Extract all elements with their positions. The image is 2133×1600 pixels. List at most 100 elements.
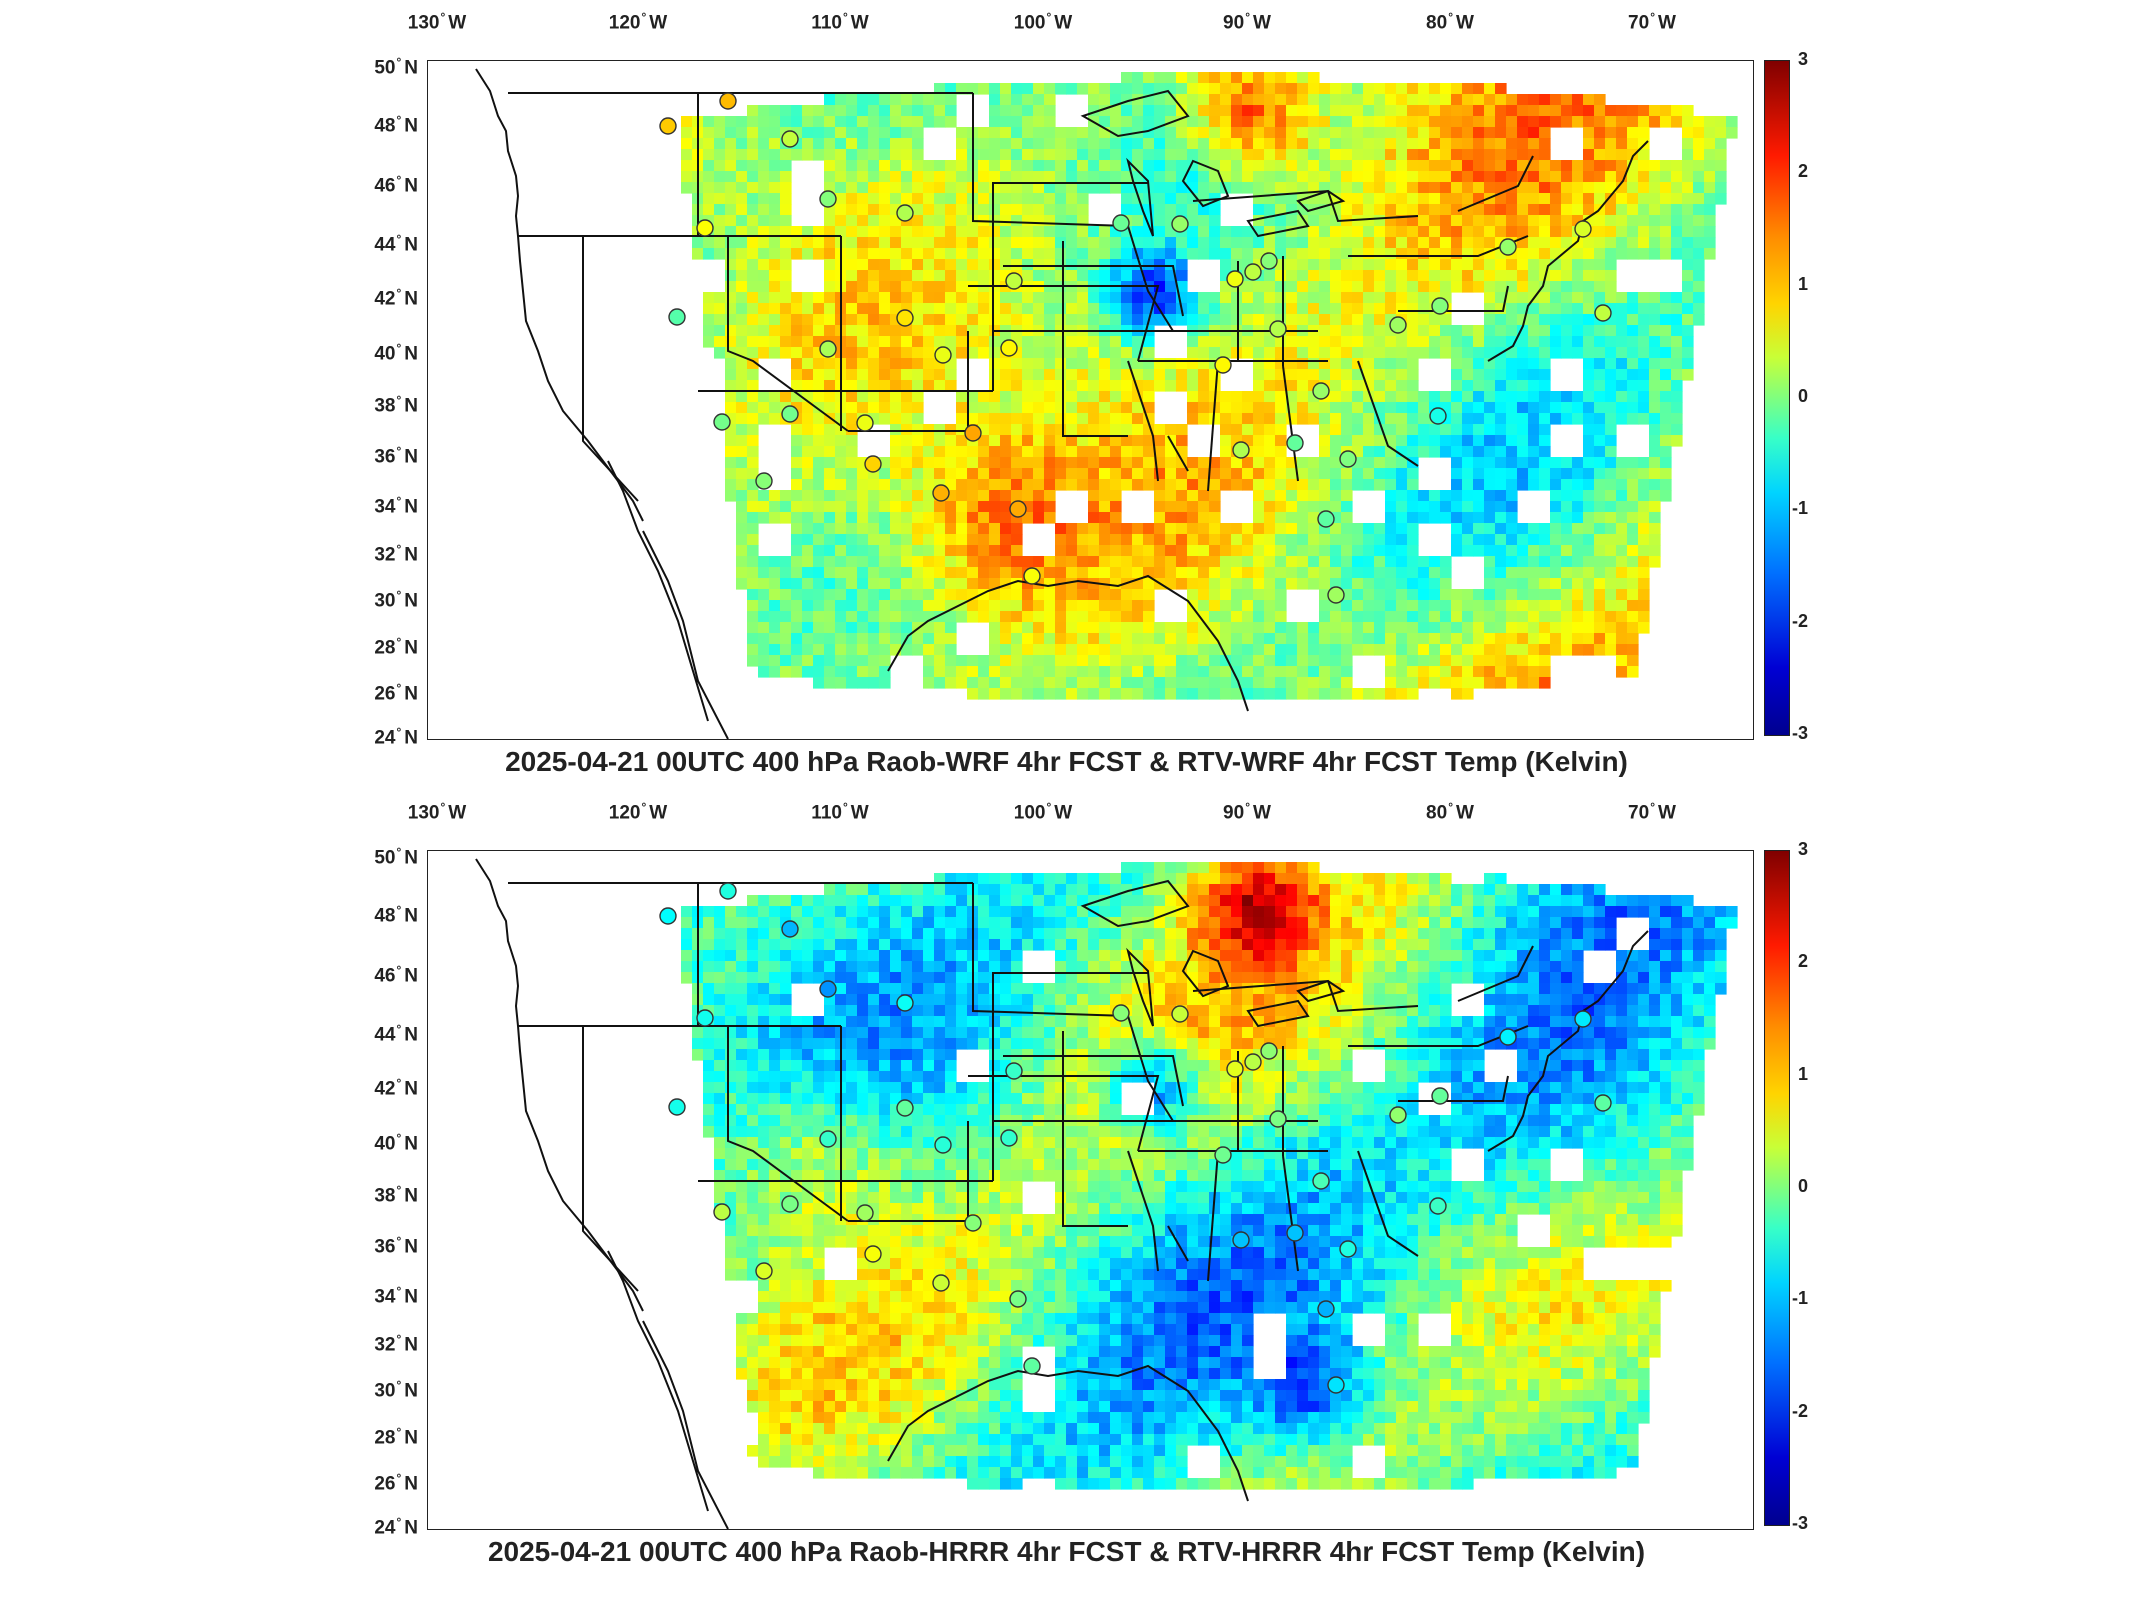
raob-station-marker — [781, 405, 799, 423]
baja-coastline — [607, 460, 729, 739]
raob-station-marker — [1317, 1300, 1335, 1318]
state-border-line — [968, 285, 1160, 362]
latitude-tick-label: 40° N — [374, 341, 418, 365]
raob-station-marker — [659, 907, 677, 925]
temperature-field — [681, 862, 1738, 1490]
raob-station-marker — [896, 994, 914, 1012]
map-title-hrrr: 2025-04-21 00UTC 400 hPa Raob-HRRR 4hr F… — [487, 1536, 1646, 1567]
longitude-tick-label: 120° W — [608, 800, 668, 824]
temperature-difference-map-hrrr — [475, 858, 1738, 1529]
state-border-line — [972, 883, 1129, 1017]
raob-station-marker — [1112, 1004, 1130, 1022]
raob-station-marker — [1244, 1053, 1262, 1071]
raob-station-marker — [781, 920, 799, 938]
raob-station-marker — [1214, 356, 1232, 374]
raob-station-marker — [1286, 1224, 1304, 1242]
colorbar-tick-label: 3 — [1798, 839, 1809, 859]
state-border-line — [1127, 360, 1159, 482]
raob-station-marker — [819, 340, 837, 358]
state-border-line — [1167, 1225, 1189, 1262]
latitude-tick-label: 40° N — [374, 1131, 418, 1155]
raob-station-marker — [932, 1274, 950, 1292]
raob-station-marker — [713, 1203, 731, 1221]
raob-station-marker — [934, 1136, 952, 1154]
longitude-tick-label: 110° W — [811, 10, 869, 34]
state-border-line — [1357, 1150, 1419, 1257]
raob-station-marker — [1339, 1240, 1357, 1258]
raob-station-marker — [1429, 1197, 1447, 1215]
map-panel-wrf: 130° W 120° W 110° W 100° W 90° W 80° W 70° W 50° N 48°… — [374, 10, 1809, 777]
east-coastline — [1487, 140, 1649, 362]
colorbar-wrf — [1764, 60, 1790, 736]
raob-station-marker — [1317, 510, 1335, 528]
latitude-tick-label: 50° N — [374, 845, 418, 869]
latitude-tick-label: 38° N — [374, 1183, 418, 1207]
raob-station-marker — [1005, 272, 1023, 290]
latitude-tick-label: 24° N — [374, 725, 418, 749]
colorbar-tick-label: -2 — [1792, 1400, 1809, 1421]
raob-station-marker — [1429, 407, 1447, 425]
state-border-line — [992, 182, 1148, 391]
raob-station-marker — [856, 1204, 874, 1222]
colorbar-tick-label: 2 — [1798, 951, 1809, 972]
raob-station-marker — [1214, 1146, 1232, 1164]
raob-station-marker — [696, 219, 714, 237]
longitude-tick-label: 70° W — [1628, 10, 1676, 34]
colorbar-tick-label: 1 — [1798, 273, 1809, 294]
longitude-tick-label: 80° W — [1426, 10, 1474, 34]
state-border-line — [1062, 1031, 1128, 1227]
state-border-line — [1207, 360, 1219, 492]
colorbar-tick-label: 1 — [1798, 1063, 1809, 1084]
raob-station-marker — [1499, 238, 1517, 256]
state-border-line — [1062, 241, 1128, 437]
raob-station-marker — [713, 413, 731, 431]
raob-station-marker — [1260, 1042, 1278, 1060]
raob-station-marker — [1327, 1376, 1345, 1394]
colorbar-tick-label: 0 — [1798, 1176, 1809, 1196]
state-border-line — [582, 1026, 639, 1292]
raob-station-marker — [896, 1099, 914, 1117]
raob-station-marker — [1574, 1010, 1592, 1028]
longitude-tick-label: 120° W — [608, 10, 668, 34]
raob-station-marker — [1260, 252, 1278, 270]
raob-station-marker — [1000, 339, 1018, 357]
raob-station-marker — [932, 484, 950, 502]
latitude-tick-label: 30° N — [374, 1378, 418, 1402]
raob-station-marker — [864, 1245, 882, 1263]
colorbar-hrrr — [1764, 850, 1790, 1526]
raob-station-marker — [1226, 270, 1244, 288]
map-frame-hrrr — [427, 850, 1754, 1530]
state-border-line — [1127, 1150, 1159, 1272]
state-border-line — [1127, 1015, 1174, 1122]
state-border-line — [1127, 225, 1174, 332]
longitude-tick-label: 110° W — [811, 800, 869, 824]
state-borders — [475, 858, 1649, 1529]
colorbar-tick-label: -1 — [1792, 498, 1809, 519]
raob-station-marker — [668, 308, 686, 326]
raob-station-marker — [1009, 1290, 1027, 1308]
raob-station-marker — [755, 472, 773, 490]
state-border-line — [972, 93, 1129, 227]
state-borders — [475, 68, 1649, 739]
latitude-tick-label: 34° N — [374, 494, 418, 518]
raob-station-marker — [819, 190, 837, 208]
raob-station-marker — [1594, 304, 1612, 322]
gulf-coastline — [887, 1364, 1249, 1502]
state-border-line — [1457, 945, 1534, 1002]
state-border-line — [727, 236, 849, 432]
latitude-tick-label: 28° N — [374, 635, 418, 659]
latitude-tick-label: 26° N — [374, 1471, 418, 1495]
raob-station-marker — [1431, 1087, 1449, 1105]
raob-station-marker — [1000, 1129, 1018, 1147]
raob-station-marker — [1232, 441, 1250, 459]
latitude-tick-label: 24° N — [374, 1515, 418, 1539]
state-border-line — [1282, 365, 1299, 482]
state-border-line — [727, 1026, 849, 1222]
latitude-tick-label: 48° N — [374, 113, 418, 137]
raob-station-marker — [659, 117, 677, 135]
latitude-tick-label: 36° N — [374, 1234, 418, 1258]
latitude-tick-label: 32° N — [374, 1332, 418, 1356]
latitude-tick-label: 28° N — [374, 1425, 418, 1449]
raob-station-marker — [1499, 1028, 1517, 1046]
latitude-tick-label: 46° N — [374, 963, 418, 987]
